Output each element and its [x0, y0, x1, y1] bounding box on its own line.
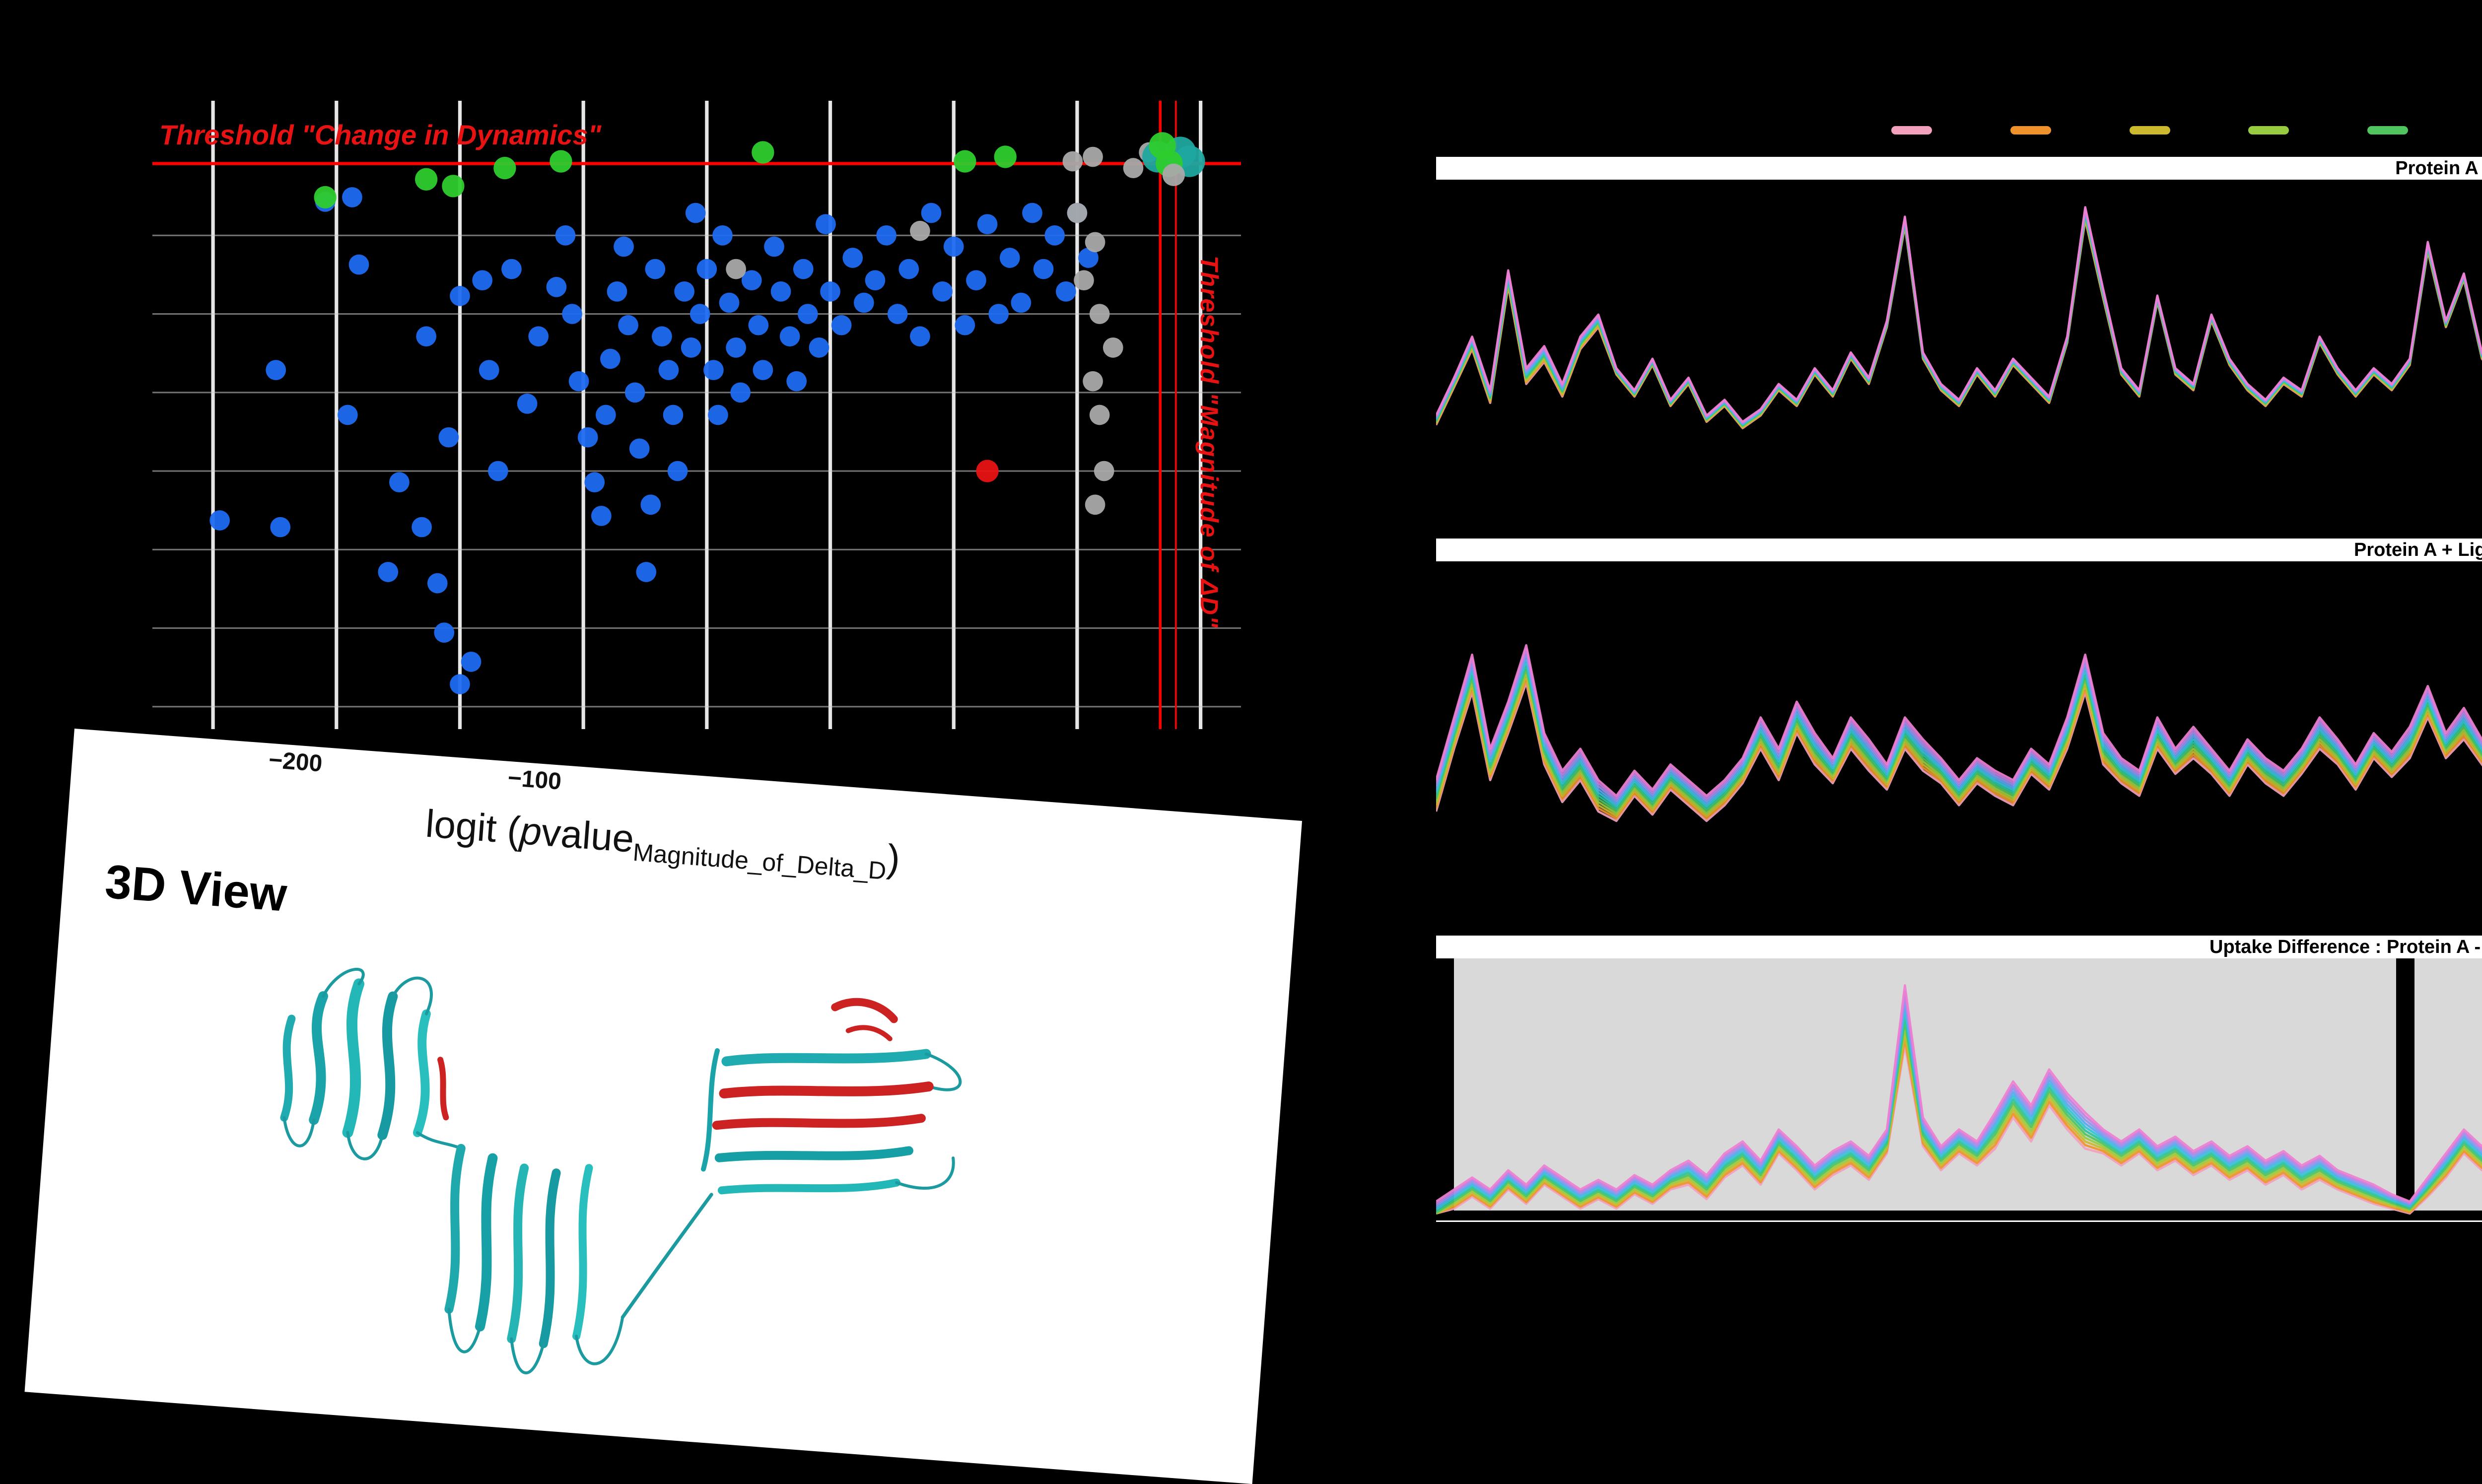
legend-color-dash[interactable]: [2010, 126, 2051, 135]
panel-title-text: Protein A: [2395, 157, 2479, 179]
protein-a-panel: Protein A: [1436, 157, 2482, 517]
x-axis-label: logit (pvalueMagnitude_of_Delta_D): [424, 801, 902, 885]
protein-a-ligand-panel: Protein A + Ligand: [1436, 539, 2482, 897]
uptake-difference-panel: Uptake Difference : Protein A - (Protein…: [1436, 936, 2482, 1222]
threshold-dynamics-label: Threshold "Change in Dynamics": [159, 119, 602, 150]
timepoint-legend: [1891, 124, 2482, 136]
legend-color-dash[interactable]: [2129, 126, 2170, 135]
legend-color-dash[interactable]: [2367, 126, 2409, 135]
x-axis-tick: −200: [268, 746, 324, 777]
panel-title-protein-a-ligand: Protein A + Ligand: [1436, 539, 2482, 561]
view3d-panel[interactable]: −200 −100 logit (pvalueMagnitude_of_Delt…: [24, 729, 1303, 1484]
volcano-plot-panel: Threshold "Change in Dynamics" Threshold…: [152, 101, 1241, 729]
threshold-magnitude-label: Threshold "Magnitude of ΔD": [1195, 256, 1223, 629]
x-axis-tick: −100: [507, 764, 562, 795]
protein-a-ligand-uptake-chart[interactable]: [1436, 561, 2482, 897]
protein-ribbon-teal: [280, 968, 962, 1375]
panel-title-text: Uptake Difference : Protein A - (Protein…: [2209, 936, 2482, 957]
protein-a-uptake-chart[interactable]: [1436, 180, 2482, 517]
panel-title-uptake-difference: Uptake Difference : Protein A - (Protein…: [1436, 936, 2482, 958]
legend-color-dash[interactable]: [2248, 126, 2289, 135]
uptake-difference-chart[interactable]: [1436, 958, 2482, 1220]
panel-title-text: Protein A + Ligand: [2354, 539, 2482, 560]
volcano-scatter-chart[interactable]: [152, 101, 1241, 729]
view3d-title: 3D View: [103, 855, 289, 922]
legend-color-dash[interactable]: [1891, 126, 1932, 135]
protein-ribbon-red: [437, 998, 934, 1130]
protein-structure[interactable]: [144, 926, 1095, 1460]
panel-title-protein-a: Protein A: [1436, 157, 2482, 180]
